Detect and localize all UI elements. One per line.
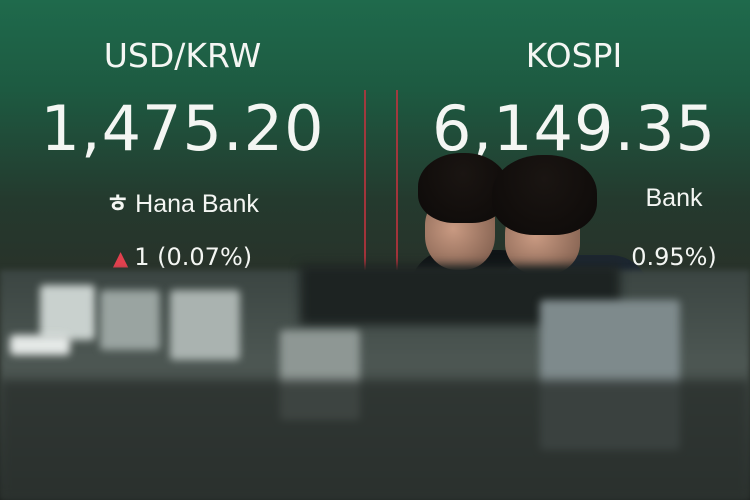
kospi-value: 6,149.35 xyxy=(431,92,717,165)
blurred-keyboard xyxy=(10,335,70,355)
blurred-monitor xyxy=(170,290,240,360)
kospi-panel: KOSPI 6,149.35 Bank 0.95%) xyxy=(398,0,750,300)
kospi-bank: Bank xyxy=(645,184,703,212)
blurred-desk xyxy=(0,380,750,500)
blurred-monitor xyxy=(100,290,160,350)
usd-krw-label: USD/KRW xyxy=(103,36,262,75)
kospi-change: 0.95%) xyxy=(631,243,717,271)
hana-logo-icon: ㅎ xyxy=(106,190,130,218)
usd-krw-change: ▲ 1 (0.07%) xyxy=(112,243,253,271)
divider xyxy=(364,90,366,270)
person-head xyxy=(492,155,597,235)
up-triangle-icon: ▲ xyxy=(112,246,129,270)
divider xyxy=(396,90,398,270)
usd-krw-panel: USD/KRW 1,475.20 ㅎ Hana Bank ▲ 1 (0.07%) xyxy=(0,0,365,300)
blurred-monitor xyxy=(40,285,95,340)
usd-krw-value: 1,475.20 xyxy=(40,92,325,165)
hana-bank-logo: ㅎ Hana Bank xyxy=(0,184,365,220)
kospi-label: KOSPI xyxy=(525,36,623,75)
